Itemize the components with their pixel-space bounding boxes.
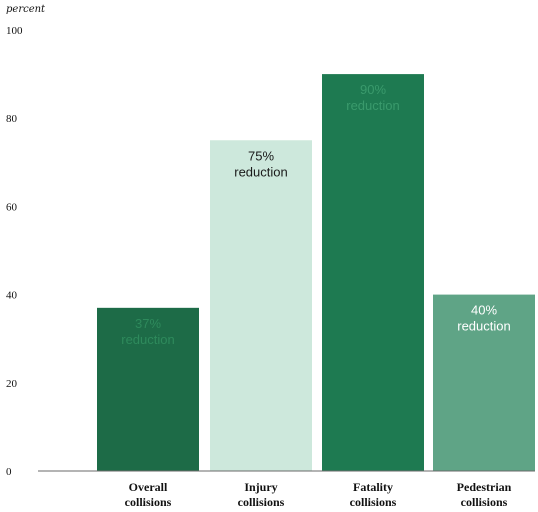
bar-data-label-2-0: 90% (360, 82, 386, 97)
y-tick-label-100: 100 (6, 25, 23, 37)
y-axis-ticks: 0 20 40 60 80 100 (6, 25, 23, 478)
bar-0 (97, 307, 199, 471)
category-label-3-0: Pedestrian (457, 480, 512, 494)
category-label-0-1: collisions (125, 495, 172, 509)
category-label-1-0: Injury (244, 480, 277, 494)
bar-3 (433, 294, 535, 471)
y-axis-unit-label: percent (6, 4, 46, 15)
bar-data-label-1-0: 75% (248, 148, 274, 163)
category-label-2-0: Fatality (353, 480, 393, 494)
bar-1 (210, 140, 312, 471)
bar-data-label-3-1: reduction (457, 319, 510, 334)
category-label-1-1: collisions (238, 495, 285, 509)
bar-data-label-1-1: reduction (234, 164, 287, 179)
bar-data-label-0-0: 37% (135, 316, 161, 331)
y-tick-label-80: 80 (6, 113, 18, 125)
bar-data-label-2-1: reduction (346, 98, 399, 113)
bars-group: 37%reduction75%reduction90%reduction40%r… (97, 74, 535, 471)
bar-data-label-0-1: reduction (121, 332, 174, 347)
y-tick-label-20: 20 (6, 378, 18, 390)
bar-2 (322, 74, 424, 471)
bar-data-label-3-0: 40% (471, 303, 497, 318)
y-tick-label-40: 40 (6, 290, 18, 302)
category-label-2-1: collisions (350, 495, 397, 509)
y-tick-label-0: 0 (6, 466, 12, 478)
y-tick-label-60: 60 (6, 201, 18, 213)
category-label-0-0: Overall (129, 480, 168, 494)
category-label-3-1: collisions (461, 495, 508, 509)
category-labels: OverallcollisionsInjurycollisionsFatalit… (125, 480, 512, 509)
